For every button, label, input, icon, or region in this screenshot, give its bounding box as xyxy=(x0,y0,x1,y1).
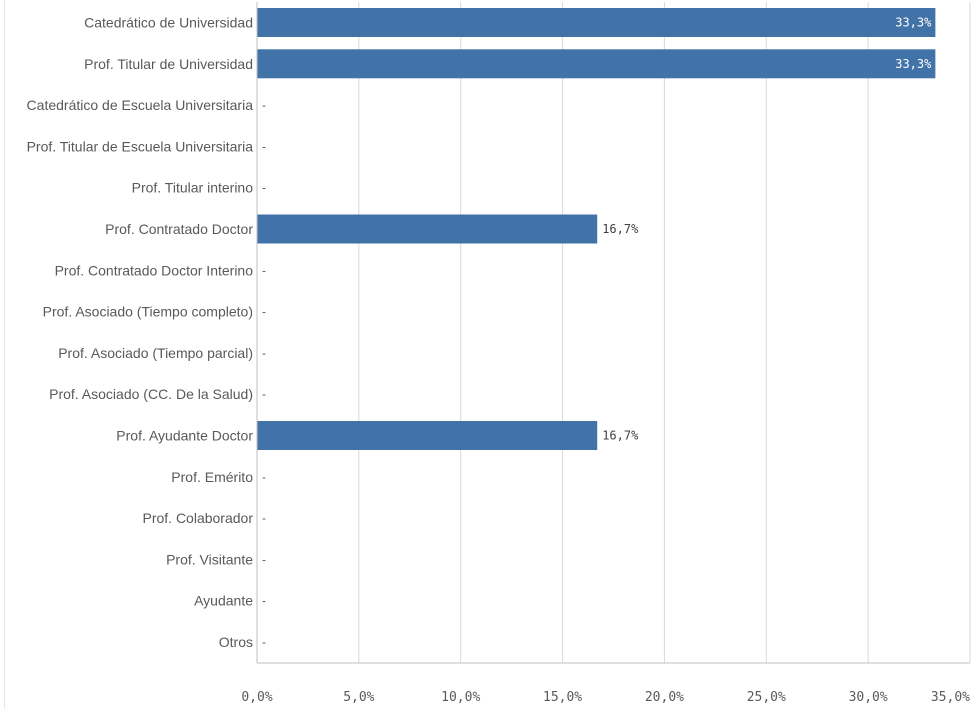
x-tick-label: 30,0% xyxy=(849,690,888,705)
labels: 0,0% 5,0% 10,0% 15,0% 20,0% 25,0% 30,0% 35,0% Ca… xyxy=(27,15,971,706)
category-label: Otros xyxy=(219,634,253,650)
axes xyxy=(4,0,970,709)
x-tick-label: 0,0% xyxy=(241,690,272,705)
category-label: Prof. Titular de Universidad xyxy=(84,56,253,72)
category-label: Prof. Ayudante Doctor xyxy=(116,428,253,444)
bar[interactable] xyxy=(257,8,936,37)
empty-value-marker: - xyxy=(262,594,266,608)
x-tick-label: 35,0% xyxy=(931,690,970,705)
category-label: Prof. Contratado Doctor xyxy=(105,221,253,237)
empty-value-marker: - xyxy=(262,263,266,277)
x-tick-label: 20,0% xyxy=(645,690,684,705)
category-label: Prof. Asociado (CC. De la Salud) xyxy=(49,386,253,402)
bars xyxy=(257,8,936,450)
x-tick-label: 10,0% xyxy=(441,690,480,705)
x-tick-label: 15,0% xyxy=(543,690,582,705)
category-label: Prof. Colaborador xyxy=(142,510,253,526)
empty-value-marker: - xyxy=(262,346,266,360)
empty-value-marker: - xyxy=(262,552,266,566)
empty-value-marker: - xyxy=(262,181,266,195)
category-label: Catedrático de Escuela Universitaria xyxy=(27,97,254,113)
empty-value-marker: - xyxy=(262,635,266,649)
bar[interactable] xyxy=(257,214,598,244)
bar-value-label: 16,7% xyxy=(602,222,639,236)
category-label: Prof. Titular de Escuela Universitaria xyxy=(27,138,254,154)
x-tick-label: 5,0% xyxy=(343,690,374,705)
empty-value-marker: - xyxy=(262,305,266,319)
category-label: Prof. Asociado (Tiempo parcial) xyxy=(58,345,253,361)
category-label: Prof. Titular interino xyxy=(132,180,254,196)
category-label: Prof. Emérito xyxy=(171,469,253,485)
bar-value-label: 33,3% xyxy=(895,16,932,30)
empty-value-marker: - xyxy=(262,139,266,153)
bar-value-label: 16,7% xyxy=(602,429,639,443)
gridlines xyxy=(358,2,971,663)
category-label: Prof. Asociado (Tiempo completo) xyxy=(43,304,253,320)
bar[interactable] xyxy=(257,421,598,450)
empty-value-marker: - xyxy=(262,387,266,401)
empty-value-marker: - xyxy=(262,511,266,525)
bar[interactable] xyxy=(257,49,936,79)
category-label: Ayudante xyxy=(194,593,253,609)
category-label: Catedrático de Universidad xyxy=(84,15,253,31)
category-label: Prof. Contratado Doctor Interino xyxy=(55,262,254,278)
bar-value-label: 33,3% xyxy=(895,57,932,71)
empty-value-marker: - xyxy=(262,98,266,112)
x-tick-label: 25,0% xyxy=(747,690,786,705)
category-label: Prof. Visitante xyxy=(166,551,253,567)
empty-value-marker: - xyxy=(262,470,266,484)
